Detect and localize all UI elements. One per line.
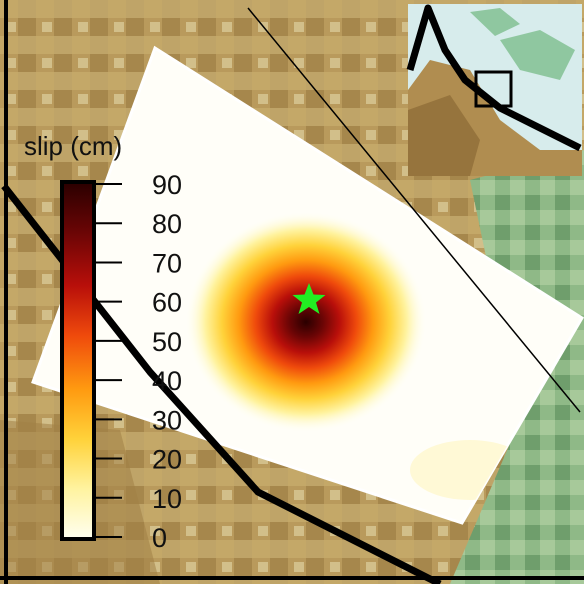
- colorbar-ticks: 90 80 70 60 50 40 30 20 10 0: [94, 170, 182, 553]
- slip-distribution: [186, 212, 426, 432]
- colorbar-tick-label: 40: [152, 366, 182, 396]
- colorbar-tick-label: 10: [152, 484, 182, 514]
- colorbar-tick-label: 70: [152, 248, 182, 278]
- inset-mountains: [408, 95, 480, 176]
- colorbar-tick-label: 30: [152, 405, 182, 435]
- colorbar-tick-label: 90: [152, 170, 182, 200]
- colorbar-tick-label: 20: [152, 445, 182, 475]
- inset-plate-boundary: [406, 4, 582, 152]
- colorbar-tick-label: 80: [152, 209, 182, 239]
- inset-island: [500, 30, 575, 80]
- colorbar-tick-label: 60: [152, 288, 182, 318]
- inset-map: [406, 4, 582, 176]
- colorbar: [60, 180, 96, 541]
- study-area-box: [474, 70, 513, 108]
- star-icon: [292, 283, 326, 314]
- colorbar-tick-label: 0: [152, 523, 167, 553]
- colorbar-tick-label: 50: [152, 327, 182, 357]
- colorbar-title: slip (cm): [24, 131, 122, 161]
- inset-island: [470, 8, 520, 36]
- fault-trace-thin: [247, 7, 581, 413]
